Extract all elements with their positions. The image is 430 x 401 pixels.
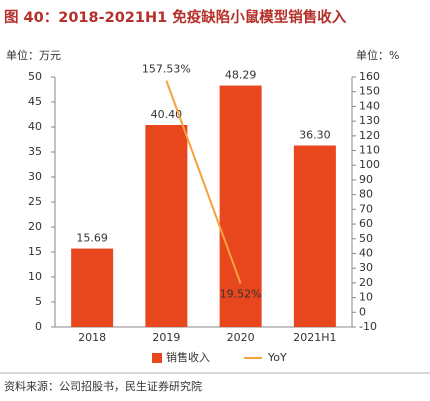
y-axis-label: 单位：万元: [6, 48, 61, 62]
y2-tick-label: 80: [359, 188, 373, 201]
line-value-label: 157.53%: [142, 63, 191, 76]
y-tick-label: 35: [28, 145, 42, 158]
y2-tick-label: 140: [359, 99, 380, 112]
y-tick-label: 40: [28, 120, 42, 133]
y2-tick-label: 20: [359, 276, 373, 289]
bar-value-label: 15.69: [76, 232, 108, 245]
y2-tick-label: 150: [359, 85, 380, 98]
x-tick-label: 2019: [152, 331, 180, 344]
y2-tick-label: 0: [359, 305, 366, 318]
bar-value-label: 36.30: [299, 129, 331, 142]
bar-value-label: 48.29: [225, 69, 257, 82]
y-tick-label: 45: [28, 95, 42, 108]
y-tick-label: 30: [28, 170, 42, 183]
y2-tick-label: 90: [359, 173, 373, 186]
legend-swatch: [152, 353, 162, 363]
legend-label: YoY: [267, 351, 287, 364]
y2-tick-label: 60: [359, 217, 373, 230]
chart-title: 图 40：2018-2021H1 免疫缺陷小鼠模型销售收入: [4, 8, 347, 26]
y-tick-label: 0: [35, 320, 42, 333]
bar: [71, 248, 114, 327]
line-value-label: 19.52%: [220, 288, 262, 301]
y-tick-label: 5: [35, 295, 42, 308]
line: [165, 80, 242, 284]
y2-tick-label: 110: [359, 144, 380, 157]
bar: [219, 85, 262, 327]
y-tick-label: 20: [28, 220, 42, 233]
y2-tick-label: 130: [359, 114, 380, 127]
y2-axis-label: 单位：%: [356, 48, 399, 62]
bar: [145, 125, 188, 327]
y-tick-label: 10: [28, 270, 42, 283]
y-tick-label: 50: [28, 70, 42, 83]
legend-label: 销售收入: [166, 350, 210, 364]
x-tick-label: 2018: [78, 331, 106, 344]
x-tick-label: 2021H1: [293, 331, 336, 344]
y2-tick-label: 50: [359, 232, 373, 245]
y2-tick-label: 10: [359, 291, 373, 304]
bar-value-label: 40.40: [151, 108, 183, 121]
source-note: 资料来源：公司招股书，民生证券研究院: [4, 379, 202, 393]
y2-tick-label: 120: [359, 129, 380, 142]
y-tick-label: 25: [28, 195, 42, 208]
y2-tick-label: 70: [359, 202, 373, 215]
y2-tick-label: 40: [359, 246, 373, 259]
y2-tick-label: -10: [359, 320, 377, 333]
y2-tick-label: 160: [359, 70, 380, 83]
y2-tick-label: 100: [359, 158, 380, 171]
y2-tick-label: 30: [359, 261, 373, 274]
y-tick-label: 15: [28, 245, 42, 258]
x-tick-label: 2020: [227, 331, 255, 344]
bar: [293, 145, 336, 327]
